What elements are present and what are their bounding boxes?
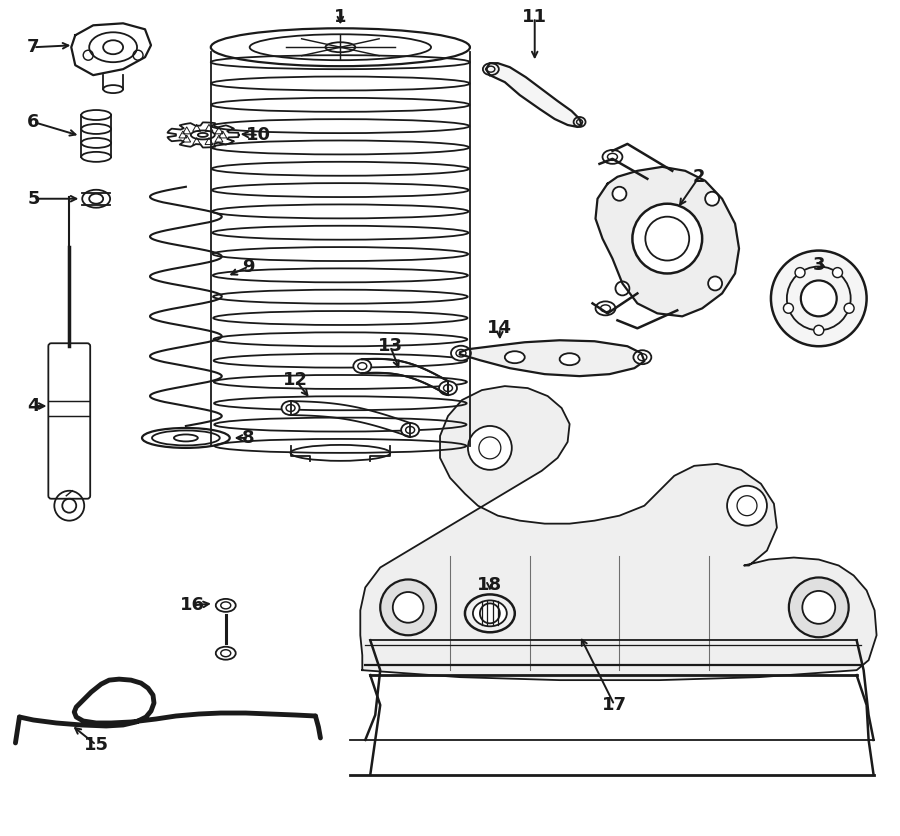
Ellipse shape: [216, 599, 236, 612]
Text: 6: 6: [27, 113, 40, 131]
Polygon shape: [486, 64, 581, 127]
Circle shape: [392, 592, 424, 623]
Text: 12: 12: [283, 371, 308, 389]
Text: 8: 8: [242, 429, 255, 447]
Ellipse shape: [596, 302, 616, 315]
Circle shape: [832, 268, 842, 278]
Ellipse shape: [472, 600, 507, 626]
Text: 11: 11: [522, 8, 547, 27]
Text: 5: 5: [27, 190, 40, 207]
Text: 2: 2: [693, 168, 706, 186]
Text: 16: 16: [180, 596, 205, 614]
Text: 1: 1: [334, 8, 346, 27]
Ellipse shape: [602, 150, 623, 164]
Text: 13: 13: [378, 337, 402, 355]
Circle shape: [380, 579, 436, 635]
Circle shape: [468, 426, 512, 470]
Ellipse shape: [465, 594, 515, 632]
Circle shape: [795, 268, 805, 278]
Ellipse shape: [354, 359, 372, 373]
Ellipse shape: [282, 401, 300, 415]
Text: 15: 15: [84, 736, 109, 754]
Circle shape: [633, 204, 702, 273]
Ellipse shape: [401, 423, 419, 437]
Ellipse shape: [216, 647, 236, 660]
Ellipse shape: [560, 354, 580, 365]
Ellipse shape: [439, 381, 457, 395]
Text: 4: 4: [27, 397, 40, 415]
Circle shape: [613, 186, 626, 201]
Polygon shape: [460, 340, 644, 376]
Circle shape: [814, 325, 824, 335]
Text: 7: 7: [27, 38, 40, 56]
Circle shape: [708, 277, 722, 290]
Text: 14: 14: [487, 319, 512, 337]
Polygon shape: [596, 167, 739, 316]
Ellipse shape: [634, 350, 652, 364]
Circle shape: [771, 251, 867, 346]
Text: 18: 18: [477, 577, 502, 594]
Text: 9: 9: [242, 257, 255, 276]
Circle shape: [727, 486, 767, 526]
Text: 10: 10: [246, 126, 271, 144]
Circle shape: [789, 578, 849, 637]
Circle shape: [480, 604, 500, 624]
Circle shape: [802, 591, 835, 624]
Circle shape: [616, 282, 629, 295]
Circle shape: [801, 280, 837, 316]
Circle shape: [705, 191, 719, 206]
Text: 3: 3: [813, 256, 825, 273]
Circle shape: [784, 303, 794, 314]
Polygon shape: [360, 386, 877, 681]
Circle shape: [844, 303, 854, 314]
Ellipse shape: [505, 351, 525, 363]
Ellipse shape: [326, 43, 356, 52]
Ellipse shape: [451, 346, 471, 360]
Text: 17: 17: [602, 696, 627, 714]
